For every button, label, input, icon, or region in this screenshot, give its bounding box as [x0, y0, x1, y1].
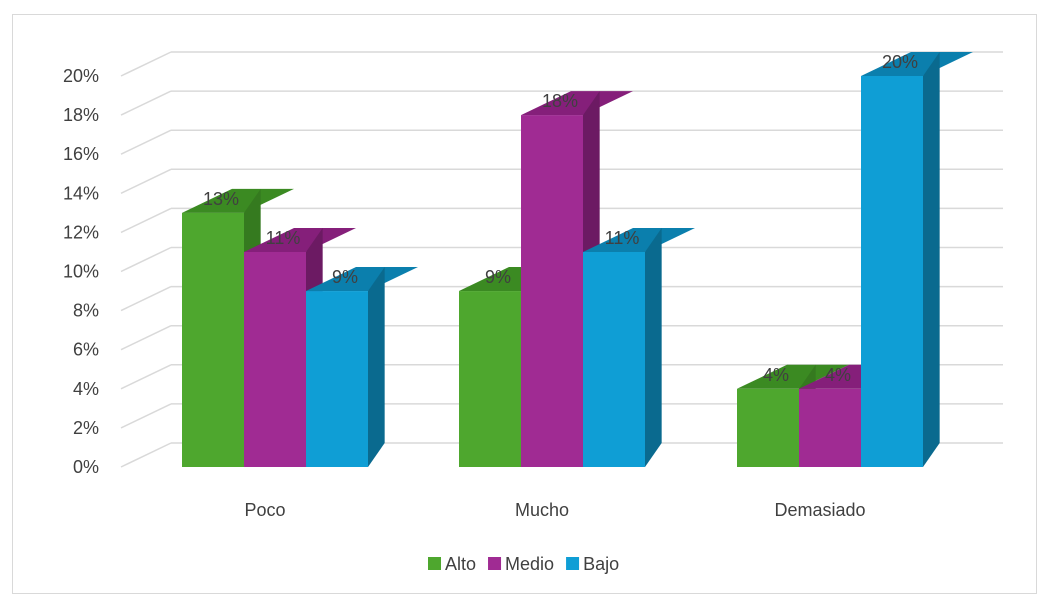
gridline-depth	[120, 442, 172, 468]
data-label: 20%	[882, 52, 918, 72]
data-label: 9%	[332, 267, 358, 287]
category-label: Mucho	[515, 500, 569, 520]
bar-front	[459, 291, 521, 467]
data-labels: 13% 11% 9% 9% 18% 11% 4% 4% 20%	[203, 52, 918, 385]
gridline-depth	[120, 246, 172, 273]
legend: Alto Medio Bajo	[428, 554, 619, 574]
legend-label: Bajo	[583, 554, 619, 574]
legend-swatch	[488, 557, 502, 570]
bar-top	[244, 227, 356, 252]
y-tick-label: 12%	[63, 222, 99, 242]
bar-chart: 0%2%4%6%8%10%12%14%16%18%20% 13%11%9% 9%1…	[63, 51, 1003, 574]
data-label: 13%	[203, 189, 239, 209]
bar-top	[583, 227, 695, 252]
legend-swatch	[566, 557, 580, 570]
bar-top	[306, 267, 418, 292]
y-tick-label: 10%	[63, 262, 99, 282]
legend-label: Alto	[445, 554, 476, 574]
bars	[182, 52, 973, 467]
bar-front	[182, 212, 244, 467]
bar-front	[799, 388, 861, 467]
bar-side	[368, 267, 385, 467]
y-axis-tick-labels: 0% 2% 4% 6% 8% 10% 12% 14% 16% 18% 20%	[63, 66, 99, 477]
legend-label: Medio	[505, 554, 554, 574]
gridline-depth	[120, 364, 172, 390]
legend-item-alto: Alto	[428, 554, 476, 574]
data-label: 4%	[763, 365, 789, 385]
data-label: 9%	[485, 267, 511, 287]
gridline-depth	[120, 51, 172, 77]
bar-top	[861, 52, 973, 76]
gridline-depth	[120, 403, 172, 429]
category-label: Poco	[244, 500, 285, 520]
bar-bajo-demasiado	[861, 52, 973, 467]
bar-side	[923, 52, 940, 467]
bar-side	[645, 227, 662, 467]
bar-bajo-poco	[306, 267, 418, 467]
gridline-depth	[120, 168, 172, 194]
y-tick-label: 4%	[73, 379, 99, 399]
y-tick-label: 8%	[73, 301, 99, 321]
gridline-depth	[120, 325, 172, 351]
y-tick-label: 0%	[73, 457, 99, 477]
bar-front	[306, 291, 368, 467]
legend-item-medio: Medio	[488, 554, 554, 574]
y-tick-label: 14%	[63, 183, 99, 203]
data-label: 11%	[266, 228, 301, 248]
data-label: 18%	[542, 91, 578, 111]
bar-top	[182, 188, 294, 213]
y-tick-label: 6%	[73, 340, 99, 360]
gridline-depth	[120, 90, 172, 116]
gridline-depth	[120, 129, 172, 155]
legend-swatch	[428, 557, 441, 570]
gridline-depth	[120, 285, 172, 312]
gridline-depth	[120, 207, 172, 234]
legend-item-bajo: Bajo	[566, 554, 619, 574]
data-label: 4%	[825, 365, 851, 385]
bar-top	[521, 91, 633, 116]
y-tick-label: 20%	[63, 66, 99, 86]
bar-bajo-mucho	[583, 227, 695, 467]
category-label: Demasiado	[774, 500, 865, 520]
chart-area: 0% 2% 4% 6% 8% 10% 12% 14% 16% 18% 20% 13% 11% 9% 9% 1…	[12, 14, 1037, 594]
bar-front	[244, 251, 306, 467]
y-tick-label: 2%	[73, 418, 99, 438]
x-axis-category-labels: Poco Mucho Demasiado	[244, 500, 865, 520]
y-tick-label: 16%	[63, 144, 99, 164]
bar-front	[521, 115, 583, 467]
bar-top	[737, 364, 849, 389]
data-label: 11%	[605, 228, 640, 248]
bar-front	[737, 388, 799, 467]
bar-front	[861, 76, 923, 467]
y-tick-label: 18%	[63, 105, 99, 125]
bar-front	[583, 251, 645, 467]
